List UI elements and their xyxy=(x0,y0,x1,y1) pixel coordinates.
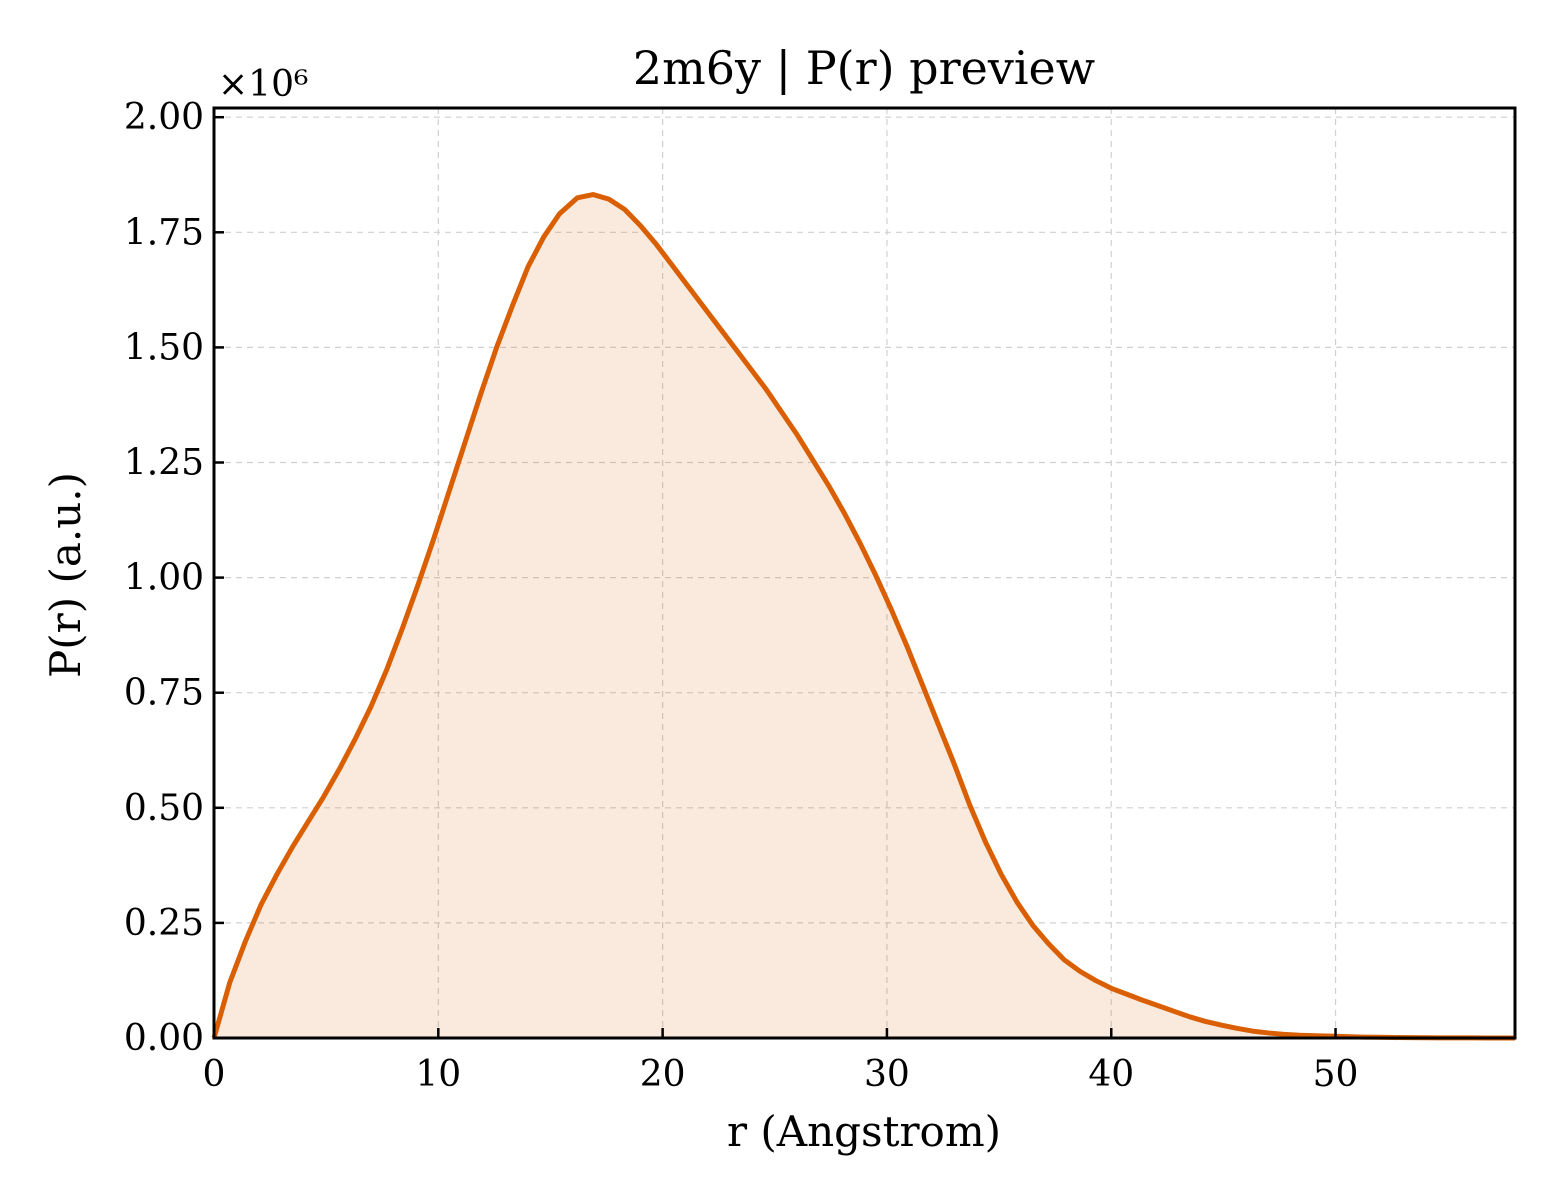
chart-title: 2m6y | P(r) preview xyxy=(633,41,1095,95)
y-tick-label: 1.75 xyxy=(124,212,204,253)
grid xyxy=(214,108,1515,1038)
x-tick-label: 50 xyxy=(1313,1054,1359,1095)
y-tick-label: 1.50 xyxy=(124,327,204,368)
y-axis-label: P(r) (a.u.) xyxy=(41,472,90,678)
y-tick-label: 1.25 xyxy=(124,443,204,484)
plot-frame xyxy=(212,106,1517,1040)
y-tick-label: 2.00 xyxy=(124,97,204,138)
x-axis-label: r (Angstrom) xyxy=(727,1107,1001,1156)
y-tick-label: 1.00 xyxy=(124,558,204,599)
y-tick-label: 0.25 xyxy=(124,903,204,944)
ticks: 0 10 20 30 40 50 0.00 0.25 0.50 0.75 1.00 1.25 1.50 1… xyxy=(124,97,1359,1095)
series-line xyxy=(211,192,1515,1041)
area-fill xyxy=(214,194,1515,1039)
y-tick-label: 0.75 xyxy=(124,673,204,714)
x-tick-label: 10 xyxy=(415,1054,461,1095)
x-tick-label: 0 xyxy=(203,1054,226,1095)
x-tick-label: 30 xyxy=(864,1054,910,1095)
y-offset-label: ×10⁶ xyxy=(218,64,308,105)
x-tick-label: 40 xyxy=(1088,1054,1134,1095)
y-tick-label: 0.00 xyxy=(124,1018,204,1059)
x-tick-label: 20 xyxy=(640,1054,686,1095)
y-tick-label: 0.50 xyxy=(124,788,204,829)
